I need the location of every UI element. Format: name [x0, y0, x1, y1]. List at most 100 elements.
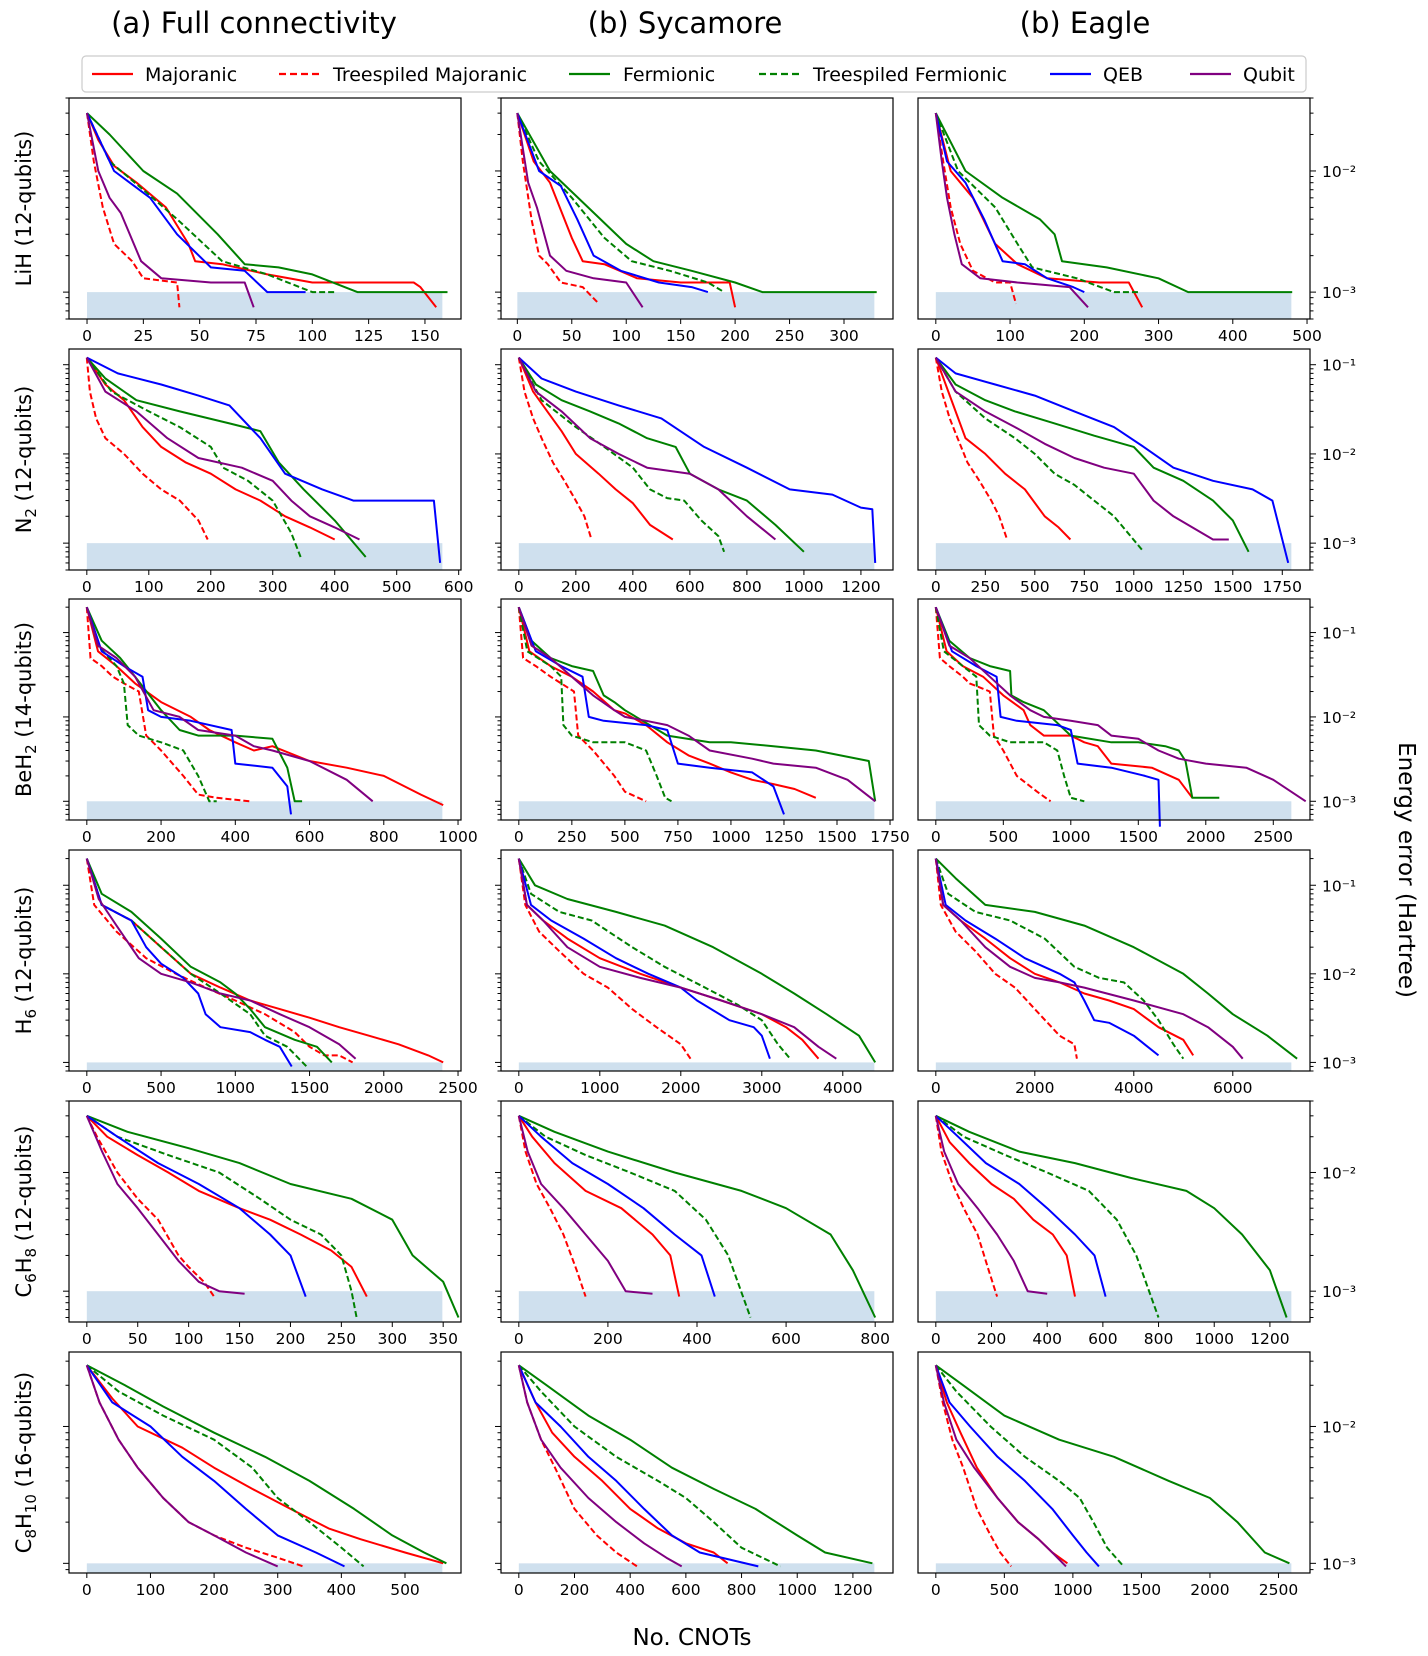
x-tick-label: 1200 — [833, 1581, 872, 1599]
series-line-treespiled-majoranic — [517, 858, 692, 1060]
axes-frame — [500, 348, 894, 571]
series-line-majoranic — [517, 1115, 681, 1297]
series-line-qubit — [517, 1365, 683, 1568]
series-line-qeb — [934, 606, 1161, 827]
series-line-fermionic — [86, 1114, 460, 1318]
series-line-majoranic — [517, 357, 674, 541]
series-line-treespiled-fermionic — [518, 1364, 781, 1568]
x-tick-label: 800 — [860, 1330, 890, 1348]
series-line-fermionic — [85, 858, 333, 1064]
x-tick-label: 150 — [225, 1330, 255, 1348]
threshold-band — [518, 1062, 875, 1071]
series-line-treespiled-fermionic — [934, 357, 1145, 553]
panel-beh2-14-qubits-2: 0 250 500 750 1000 1250 1500 1750 — [495, 598, 910, 846]
y-tick-label: 10⁻³ — [1322, 1283, 1356, 1301]
series-line-qubit — [516, 112, 644, 308]
x-tick-label: 0 — [931, 1330, 941, 1348]
x-tick-label: 200 — [561, 578, 591, 596]
x-tick-label: 800 — [1144, 1330, 1174, 1348]
legend-item-fermionic: Fermionic — [569, 64, 715, 86]
series-line-qubit — [85, 357, 360, 541]
column-title-full: (a) Full connectivity — [111, 6, 397, 40]
axes-frame — [917, 348, 1311, 571]
x-tick-label: 100 — [134, 578, 164, 596]
x-tick-label: 1000 — [784, 578, 823, 596]
axes-frame — [68, 97, 462, 320]
x-tick-label: 200 — [196, 578, 226, 596]
series-line-treespiled-fermionic — [934, 858, 1185, 1060]
row-label-c8h10-16-qubits: C8H10 (16-qubits) — [12, 1372, 40, 1553]
row-label-lih-12-qubits: LiH (12-qubits) — [12, 131, 36, 287]
series-line-qubit — [517, 357, 777, 541]
legend-item-majoranic: Majoranic — [92, 64, 237, 86]
series-line-qubit — [85, 1364, 279, 1568]
legend-item-qeb: QEB — [1050, 64, 1143, 86]
threshold-band — [518, 1291, 875, 1322]
row-label-subscript: 2 — [22, 744, 40, 754]
series-line-treespiled-fermionic — [518, 1115, 752, 1318]
series-line-qubit — [517, 1115, 653, 1295]
x-tick-label: 25 — [133, 327, 153, 345]
x-tick-label: 200 — [1070, 327, 1100, 345]
threshold-band — [935, 543, 1292, 570]
x-tick-label: 200 — [199, 1581, 229, 1599]
legend-item-qubit: Qubit — [1190, 64, 1295, 86]
series-line-fermionic — [518, 1114, 877, 1318]
panel-beh2-14-qubits-3: 0 500 1000 1500 2000 2500 10⁻³ 10⁻² 10⁻¹ — [917, 598, 1356, 846]
series-line-treespiled-majoranic — [517, 607, 647, 803]
axes-frame — [68, 598, 462, 821]
x-tick-label: 600 — [675, 578, 705, 596]
x-tick-label: 300 — [258, 578, 288, 596]
legend-item-treespiled-fermionic: Treespiled Fermionic — [759, 64, 1007, 86]
x-tick-label: 500 — [146, 1079, 176, 1097]
series-line-qeb — [85, 1364, 345, 1568]
threshold-band — [518, 801, 875, 820]
x-tick-label: 500 — [1020, 578, 1050, 596]
x-tick-label: 0 — [514, 828, 524, 846]
x-tick-label: 400 — [221, 828, 251, 846]
x-tick-label: 250 — [775, 327, 805, 345]
series-line-majoranic — [934, 1115, 1076, 1297]
legend-label-qubit: Qubit — [1243, 64, 1295, 86]
series-line-qeb — [517, 606, 785, 815]
series-line-qeb — [935, 356, 1290, 564]
series-line-qeb — [517, 1364, 759, 1568]
x-tick-label: 600 — [295, 828, 325, 846]
x-tick-label: 2000 — [661, 1079, 700, 1097]
threshold-band — [935, 1291, 1292, 1322]
row-label-part: (12-qubits) — [12, 887, 36, 1009]
threshold-band — [86, 1563, 443, 1573]
x-tick-label: 0 — [82, 828, 92, 846]
x-tick-label: 150 — [666, 327, 696, 345]
series-line-treespiled-fermionic — [86, 1114, 358, 1318]
x-tick-label: 0 — [82, 1079, 92, 1097]
x-tick-label: 1500 — [1119, 828, 1158, 846]
x-tick-label: 50 — [128, 1330, 148, 1348]
x-tick-label: 400 — [615, 1581, 645, 1599]
x-tick-label: 50 — [190, 327, 210, 345]
series-line-treespiled-fermionic — [85, 357, 302, 558]
x-tick-label: 400 — [327, 1581, 357, 1599]
x-tick-label: 0 — [82, 327, 92, 345]
panel-c8h10-16-qubits-1: 0 100 200 300 400 500 — [63, 1351, 462, 1599]
row-label-part: (12-qubits) — [12, 386, 36, 508]
series-line-majoranic — [86, 1364, 444, 1565]
y-tick-label: 10⁻² — [1322, 163, 1356, 181]
series-line-qubit — [934, 1115, 1048, 1295]
x-tick-label: 0 — [931, 828, 941, 846]
x-tick-label: 0 — [512, 327, 522, 345]
series-line-qeb — [86, 356, 442, 563]
y-tick-label: 10⁻³ — [1322, 284, 1356, 302]
series-line-qeb — [934, 1364, 1100, 1568]
series-line-qubit — [934, 606, 1307, 803]
x-tick-label: 750 — [663, 828, 693, 846]
x-tick-label: 200 — [276, 1330, 306, 1348]
series-line-treespiled-fermionic — [85, 858, 308, 1068]
x-tick-label: 600 — [771, 1330, 801, 1348]
series-line-fermionic — [518, 1364, 873, 1565]
x-tick-label: 0 — [82, 578, 92, 596]
series-line-treespiled-fermionic — [517, 607, 672, 803]
series-line-qeb — [517, 858, 771, 1060]
series-line-qeb — [86, 1114, 307, 1297]
series-line-treespiled-majoranic — [86, 112, 181, 308]
